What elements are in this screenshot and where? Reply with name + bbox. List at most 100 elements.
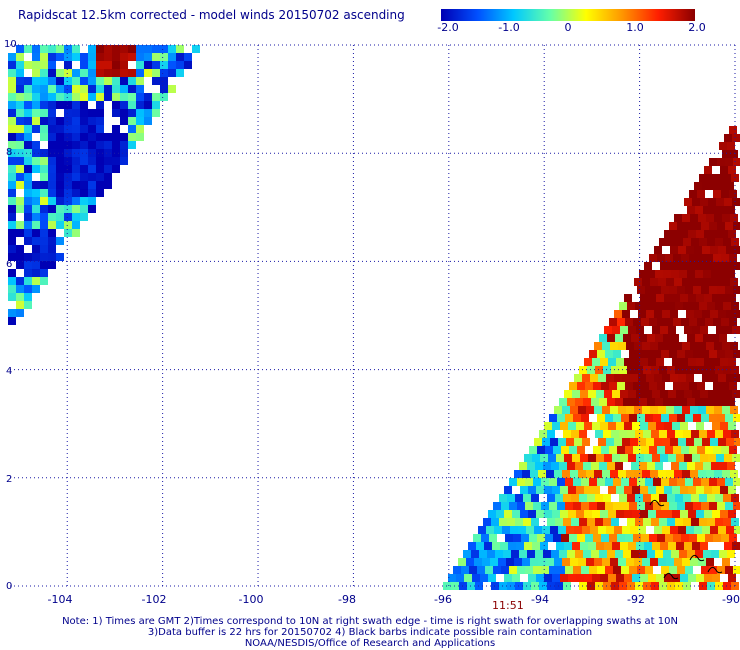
wind-cell xyxy=(8,125,16,133)
colorbar-cell xyxy=(485,9,487,21)
wind-cell xyxy=(112,141,120,149)
colorbar-cell xyxy=(693,9,695,21)
wind-cell xyxy=(542,526,550,534)
colorbar-cell xyxy=(681,9,683,21)
wind-cell xyxy=(684,326,692,334)
wind-cell xyxy=(719,462,727,470)
wind-cell xyxy=(64,125,72,133)
wind-cell xyxy=(713,534,721,542)
colorbar-cell xyxy=(550,9,552,21)
colorbar-cell xyxy=(521,9,523,21)
wind-cell xyxy=(685,286,693,294)
wind-cell xyxy=(627,518,635,526)
colorbar-cell xyxy=(664,9,666,21)
wind-cell xyxy=(710,246,718,254)
wind-cell xyxy=(640,422,648,430)
wind-cell xyxy=(725,158,733,166)
wind-cell xyxy=(681,318,689,326)
wind-cell xyxy=(40,165,48,173)
wind-cell xyxy=(48,141,56,149)
wind-cell xyxy=(96,157,104,165)
colorbar-cell xyxy=(445,9,447,21)
colorbar-cell xyxy=(691,9,693,21)
wind-cell xyxy=(533,478,541,486)
wind-cell xyxy=(72,53,80,61)
wind-cell xyxy=(712,294,720,302)
wind-cell xyxy=(80,165,88,173)
wind-cell xyxy=(649,534,657,542)
wind-cell xyxy=(604,326,612,334)
wind-cell xyxy=(645,286,653,294)
colorbar-cell xyxy=(529,9,531,21)
wind-cell xyxy=(693,286,701,294)
wind-cell xyxy=(597,566,605,574)
wind-cell xyxy=(708,262,716,270)
wind-cell xyxy=(727,462,735,470)
colorbar-cell xyxy=(494,9,496,21)
wind-cell xyxy=(647,462,655,470)
wind-cell xyxy=(176,61,184,69)
colorbar-cell xyxy=(575,9,577,21)
wind-cell xyxy=(8,205,16,213)
wind-cell xyxy=(32,77,40,85)
wind-cell xyxy=(524,454,532,462)
wind-cell xyxy=(668,262,676,270)
wind-cell xyxy=(498,558,506,566)
wind-cell xyxy=(626,406,634,414)
wind-cell xyxy=(594,470,602,478)
wind-cell xyxy=(56,173,64,181)
wind-cell xyxy=(720,166,728,174)
wind-cell xyxy=(692,390,700,398)
wind-cell xyxy=(8,165,16,173)
wind-cell xyxy=(96,45,104,53)
wind-cell xyxy=(631,398,639,406)
wind-cell xyxy=(634,558,642,566)
wind-cell xyxy=(720,510,728,518)
wind-cell xyxy=(603,518,611,526)
colorbar-cell xyxy=(591,9,593,21)
colorbar-cell xyxy=(573,9,575,21)
wind-cell xyxy=(724,198,732,206)
wind-cell xyxy=(184,53,192,61)
wind-cell xyxy=(643,518,651,526)
wind-cell xyxy=(528,510,536,518)
wind-cell xyxy=(630,438,638,446)
wind-cell xyxy=(32,245,40,253)
colorbar-cell xyxy=(483,9,485,21)
wind-cell xyxy=(728,574,736,582)
colorbar-cell xyxy=(574,9,576,21)
wind-cell xyxy=(673,534,681,542)
wind-cell xyxy=(496,510,504,518)
wind-cell xyxy=(689,446,697,454)
wind-cell xyxy=(32,237,40,245)
colorbar-cell xyxy=(612,9,614,21)
colorbar-cell xyxy=(531,9,533,21)
wind-cell xyxy=(665,534,673,542)
colorbar-cell xyxy=(649,9,651,21)
wind-cell xyxy=(500,542,508,550)
wind-cell xyxy=(136,109,144,117)
colorbar-cell xyxy=(461,9,463,21)
x-tick-label: -96 xyxy=(434,593,452,606)
wind-cell xyxy=(48,61,56,69)
wind-cell xyxy=(112,149,120,157)
wind-cell xyxy=(674,278,682,286)
colorbar-cell xyxy=(694,9,695,21)
wind-cell xyxy=(728,358,736,366)
wind-cell xyxy=(588,542,596,550)
wind-cell xyxy=(64,205,72,213)
wind-cell xyxy=(599,550,607,558)
wind-cell xyxy=(152,93,160,101)
wind-cell xyxy=(80,189,88,197)
wind-cell xyxy=(532,542,540,550)
wind-cell xyxy=(24,237,32,245)
wind-cell xyxy=(112,77,120,85)
wind-cell xyxy=(648,294,656,302)
wind-cell xyxy=(669,350,677,358)
wind-cell xyxy=(639,334,647,342)
wind-cell xyxy=(56,221,64,229)
wind-cell xyxy=(72,117,80,125)
wind-cell xyxy=(727,398,735,406)
wind-cell xyxy=(508,542,516,550)
colorbar-cell xyxy=(469,9,471,21)
